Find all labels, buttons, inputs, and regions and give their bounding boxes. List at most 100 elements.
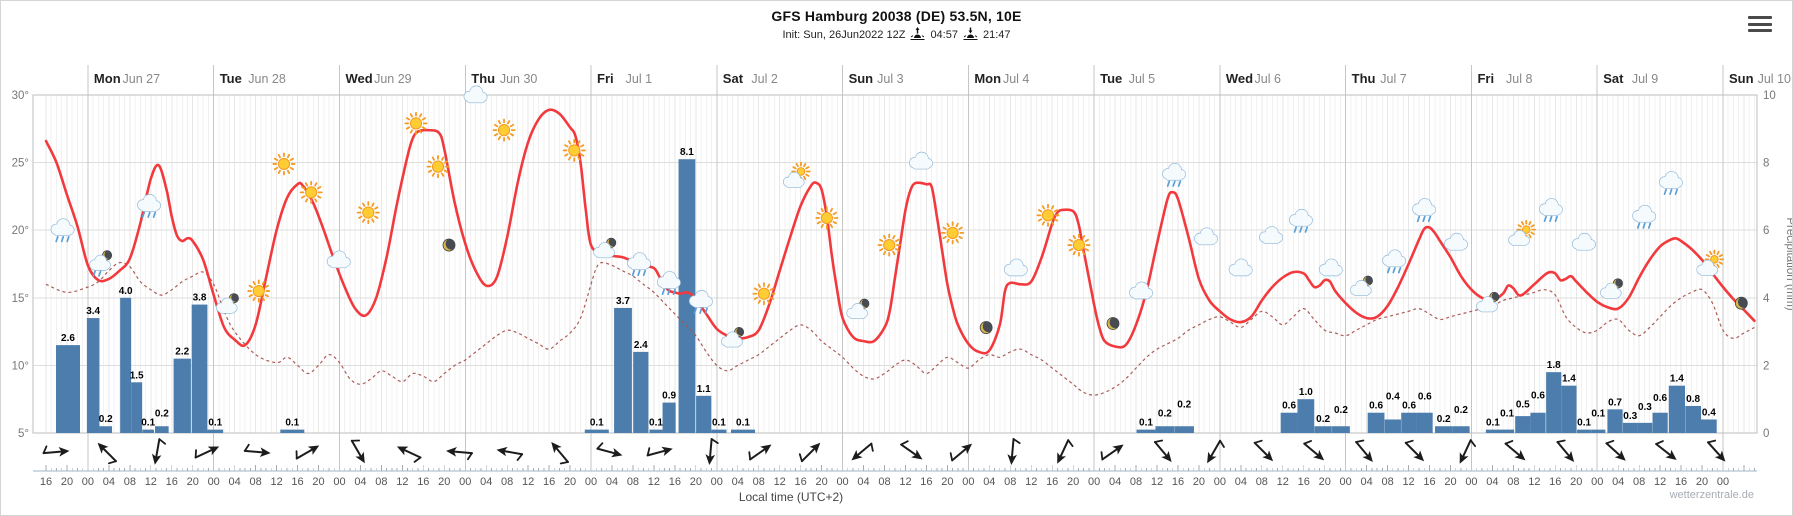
precip-bar [173, 358, 191, 433]
wind-barb-head [1007, 454, 1017, 465]
sun-ray [1051, 221, 1055, 226]
sun-ray [358, 215, 363, 219]
hour-label: 08 [250, 476, 262, 488]
sun-ray [829, 223, 834, 229]
sun-ray [942, 226, 947, 230]
weather-icon-rain [627, 252, 651, 277]
hour-label: 16 [291, 476, 303, 488]
sun-core [431, 160, 445, 173]
sun-ray [1041, 205, 1046, 210]
cloud-fill [849, 313, 865, 319]
moon-shadow [608, 238, 616, 247]
sun-ray [564, 144, 569, 148]
raindrop [152, 211, 157, 218]
raindrop [141, 211, 146, 218]
raindrop [693, 307, 697, 314]
sun-ray [753, 296, 759, 300]
cloud-fill [1007, 270, 1025, 276]
precip-bar-value: 0.2 [1177, 400, 1191, 411]
raindrop [1642, 222, 1646, 229]
wind-barb [1504, 440, 1526, 461]
wind-barb-head [151, 453, 162, 465]
sun-ray [792, 166, 797, 170]
hour-label: 12 [1025, 476, 1037, 488]
sun-ray [493, 123, 499, 128]
weather-icon-sun [356, 201, 380, 225]
menu-button[interactable] [1748, 14, 1772, 34]
hour-label: 12 [396, 476, 408, 488]
sun-ray [418, 129, 423, 134]
weather-icon-sun [426, 155, 450, 179]
wind-barb-head [1563, 450, 1575, 462]
precip-bar [131, 382, 143, 433]
day-label-date: Jul 10 [1758, 72, 1791, 86]
cloud-fill [1232, 270, 1250, 276]
hour-label: 12 [522, 476, 534, 488]
hour-label: 16 [1423, 476, 1435, 488]
day-label-name: Sun [849, 71, 874, 86]
sun-ray [1041, 221, 1046, 226]
hour-label: 20 [1319, 476, 1331, 488]
sun-ray [769, 296, 775, 300]
cloud-fill [1575, 244, 1593, 250]
wind-barb-head [1459, 452, 1469, 464]
day-label-date: Jul 3 [877, 72, 903, 86]
precip-axis-title: Precipitation (mm) [1784, 217, 1793, 310]
wind-barb-tail [1154, 439, 1164, 443]
weather-icon-cloud [1259, 226, 1284, 244]
hour-label: 00 [1088, 476, 1100, 488]
wind-barb-head [851, 449, 863, 461]
hour-label: 00 [836, 476, 848, 488]
sun-core [305, 186, 318, 199]
hour-label: 16 [543, 476, 555, 488]
precip-bar [1591, 429, 1606, 433]
sun-core [568, 144, 581, 157]
weather-icon-rain [688, 290, 713, 314]
raindrop [1293, 226, 1297, 233]
wind-barb-head [911, 449, 923, 460]
sun-ray [832, 221, 837, 225]
wind-barb [1207, 439, 1225, 464]
weather-icon-rain [50, 218, 75, 243]
cloud-fill [1292, 220, 1310, 226]
weather-icon-cloud [326, 250, 351, 269]
moon-shadow [231, 293, 239, 302]
precip-bar [86, 318, 100, 433]
day-label-date: Jul 4 [1003, 72, 1029, 86]
precip-bar-value: 0.6 [1531, 391, 1545, 402]
wind-barb [1404, 439, 1425, 462]
weather-icon-cloud [1444, 232, 1469, 251]
sun-ray [362, 202, 366, 207]
precip-bar [1485, 429, 1501, 433]
day-label-name: Mon [94, 71, 121, 86]
precip-bar-value: 1.5 [130, 370, 144, 381]
sun-ray [277, 169, 281, 175]
cloud-fill [1662, 182, 1680, 189]
raindrop [1543, 215, 1547, 223]
precip-bar-value: 1.1 [697, 384, 711, 395]
sunrise-icon [910, 27, 925, 43]
wind-barb-head [760, 444, 772, 455]
precip-bar-value: 0.2 [155, 409, 169, 420]
cloud-fill [1447, 244, 1465, 250]
hour-label: 20 [61, 476, 73, 488]
wind-barb-tail [1100, 451, 1104, 461]
precip-bar-value: 1.0 [1299, 387, 1313, 398]
sun-ray [946, 238, 950, 243]
day-label-date: Jul 2 [751, 72, 777, 86]
menu-bar [1748, 22, 1772, 26]
sun-ray [1051, 205, 1055, 210]
sun-ray [832, 211, 837, 216]
hour-label: 08 [1507, 476, 1519, 488]
sun-ray [1530, 224, 1535, 228]
wind-barb-tail [1707, 439, 1717, 444]
raindrop [1177, 180, 1182, 187]
weather-icon-moon-cloud [215, 293, 239, 314]
wind-barb-head [207, 446, 220, 456]
precip-bar [1416, 412, 1433, 433]
wind-barb-head [1665, 449, 1677, 461]
raindrop [1647, 222, 1652, 229]
day-label-name: Fri [597, 71, 614, 86]
raindrop [699, 307, 703, 314]
hour-label: 16 [1675, 476, 1687, 488]
